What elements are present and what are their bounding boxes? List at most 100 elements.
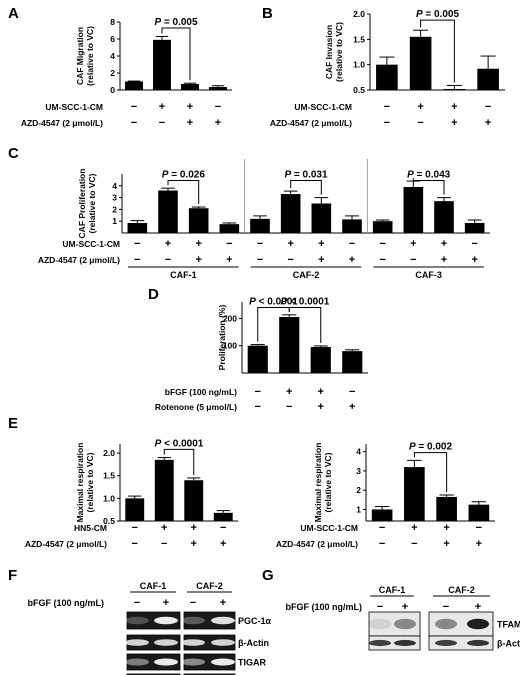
bar [153, 39, 171, 90]
significance-bracket [412, 178, 445, 195]
condition-sign: − [471, 238, 477, 250]
y-tick-label: 4 [112, 181, 117, 191]
blot-band [154, 658, 178, 666]
condition-sign: + [220, 538, 226, 550]
condition-sign: + [195, 254, 201, 266]
bar [158, 190, 178, 233]
blot-group-label: CAF-2 [196, 581, 223, 591]
condition-sign: − [131, 101, 137, 113]
condition-sign: − [349, 386, 355, 398]
bar [468, 504, 490, 521]
bar [372, 221, 393, 233]
significance-bracket [167, 179, 200, 205]
y-tick-label: 4 [356, 447, 361, 457]
condition-label: bFGF (100 ng/mL) [165, 387, 237, 397]
bar [464, 222, 485, 233]
blot-group-label: CAF-1 [140, 581, 167, 591]
condition-label: UM-SCC-1-CM [45, 102, 103, 112]
condition-sign: + [451, 101, 457, 113]
condition-sign: + [286, 386, 292, 398]
bar [280, 194, 301, 233]
condition-sign: − [134, 238, 140, 250]
condition-sign: − [384, 117, 390, 129]
blot-band [125, 639, 149, 646]
condition-sign: − [287, 254, 293, 266]
condition-label: Rotenone (5 μmol/L) [155, 402, 237, 412]
blots-layer: bFGF (100 ng/mL)CAF-1 CAF-2− + − +PGC-1αβ-Ac… [28, 581, 520, 675]
significance-bracket [163, 448, 195, 475]
bar [213, 512, 233, 521]
y-tick-label: 0.5 [103, 516, 115, 526]
p-value-label: P = 0.005 [416, 9, 460, 20]
chart-e1: 0.5 1.0 1.5 2.0 Maximal respiration (relative… [25, 438, 238, 550]
blot-band [125, 616, 149, 625]
p-value-label: P = 0.002 [409, 442, 453, 453]
condition-sign: − [411, 538, 417, 550]
condition-sign: − [132, 522, 138, 534]
y-tick-label: 0.5 [353, 85, 365, 95]
condition-sign: + [191, 538, 197, 550]
bar [250, 218, 270, 233]
condition-sign: + [476, 538, 482, 550]
blot-row-label: β-Actin [238, 638, 269, 648]
bar [342, 351, 363, 373]
blot-band [181, 616, 205, 625]
y-tick-label: 1.0 [103, 493, 115, 503]
y-axis-label: (relative to VC) [85, 452, 95, 512]
condition-sign: − [379, 522, 385, 534]
bar [403, 186, 424, 233]
condition-sign: + [411, 522, 417, 534]
condition-label: UM-SCC-1-CM [300, 523, 358, 533]
blot-band [181, 658, 205, 666]
y-tick-label: 2 [110, 68, 115, 78]
condition-label: AZD-4547 (2 μmol/L) [38, 255, 120, 265]
blot-sign: − [377, 601, 383, 613]
condition-sign: − [131, 117, 137, 129]
p-value-label: P = 0.005 [154, 17, 198, 28]
y-axis-label: CAF Invasion [324, 25, 334, 79]
condition-sign: + [287, 238, 293, 250]
p-value-label: P = 0.031 [284, 169, 328, 180]
y-tick-label: 3 [356, 466, 361, 476]
blot-row-label: TFAM [497, 620, 520, 630]
condition-sign: − [159, 117, 165, 129]
y-tick-label: 2.0 [103, 448, 115, 458]
blot-sign: − [190, 597, 196, 609]
condition-sign: + [471, 254, 477, 266]
condition-sign: + [417, 101, 423, 113]
panel-labels: A B C D E F G [8, 5, 274, 584]
condition-sign: − [349, 238, 355, 250]
condition-sign: − [161, 538, 167, 550]
panel-label-c: C [8, 145, 19, 162]
condition-sign: − [379, 238, 385, 250]
panel-label-d: D [148, 286, 159, 303]
condition-sign: − [286, 401, 292, 413]
bar [125, 498, 145, 521]
condition-sign: + [318, 238, 324, 250]
condition-sign: + [349, 254, 355, 266]
group-label: CAF-1 [170, 270, 197, 280]
bar [125, 81, 143, 90]
bar [184, 480, 204, 521]
bar [310, 347, 331, 373]
condition-sign: − [257, 238, 263, 250]
y-tick-label: 8 [110, 17, 115, 27]
condition-sign: + [443, 522, 449, 534]
p-value-label: P < 0.0001 [155, 438, 204, 449]
blot-group-label: CAF-1 [379, 585, 406, 595]
y-tick-label: 1 [112, 216, 117, 226]
y-axis-label: (relative to VC) [323, 452, 333, 512]
blot-band [369, 639, 391, 647]
condition-sign: − [215, 101, 221, 113]
blot-sign: + [163, 597, 169, 609]
group-label: CAF-2 [293, 270, 320, 280]
blot-sign: + [402, 601, 408, 613]
condition-sign: + [485, 117, 491, 129]
blot-strip [368, 611, 421, 637]
blot-sign: + [220, 597, 226, 609]
y-axis-label: (relative to VC) [85, 26, 95, 86]
blot-band [394, 639, 416, 647]
blot-strip [428, 635, 494, 651]
blot-band [154, 616, 178, 625]
